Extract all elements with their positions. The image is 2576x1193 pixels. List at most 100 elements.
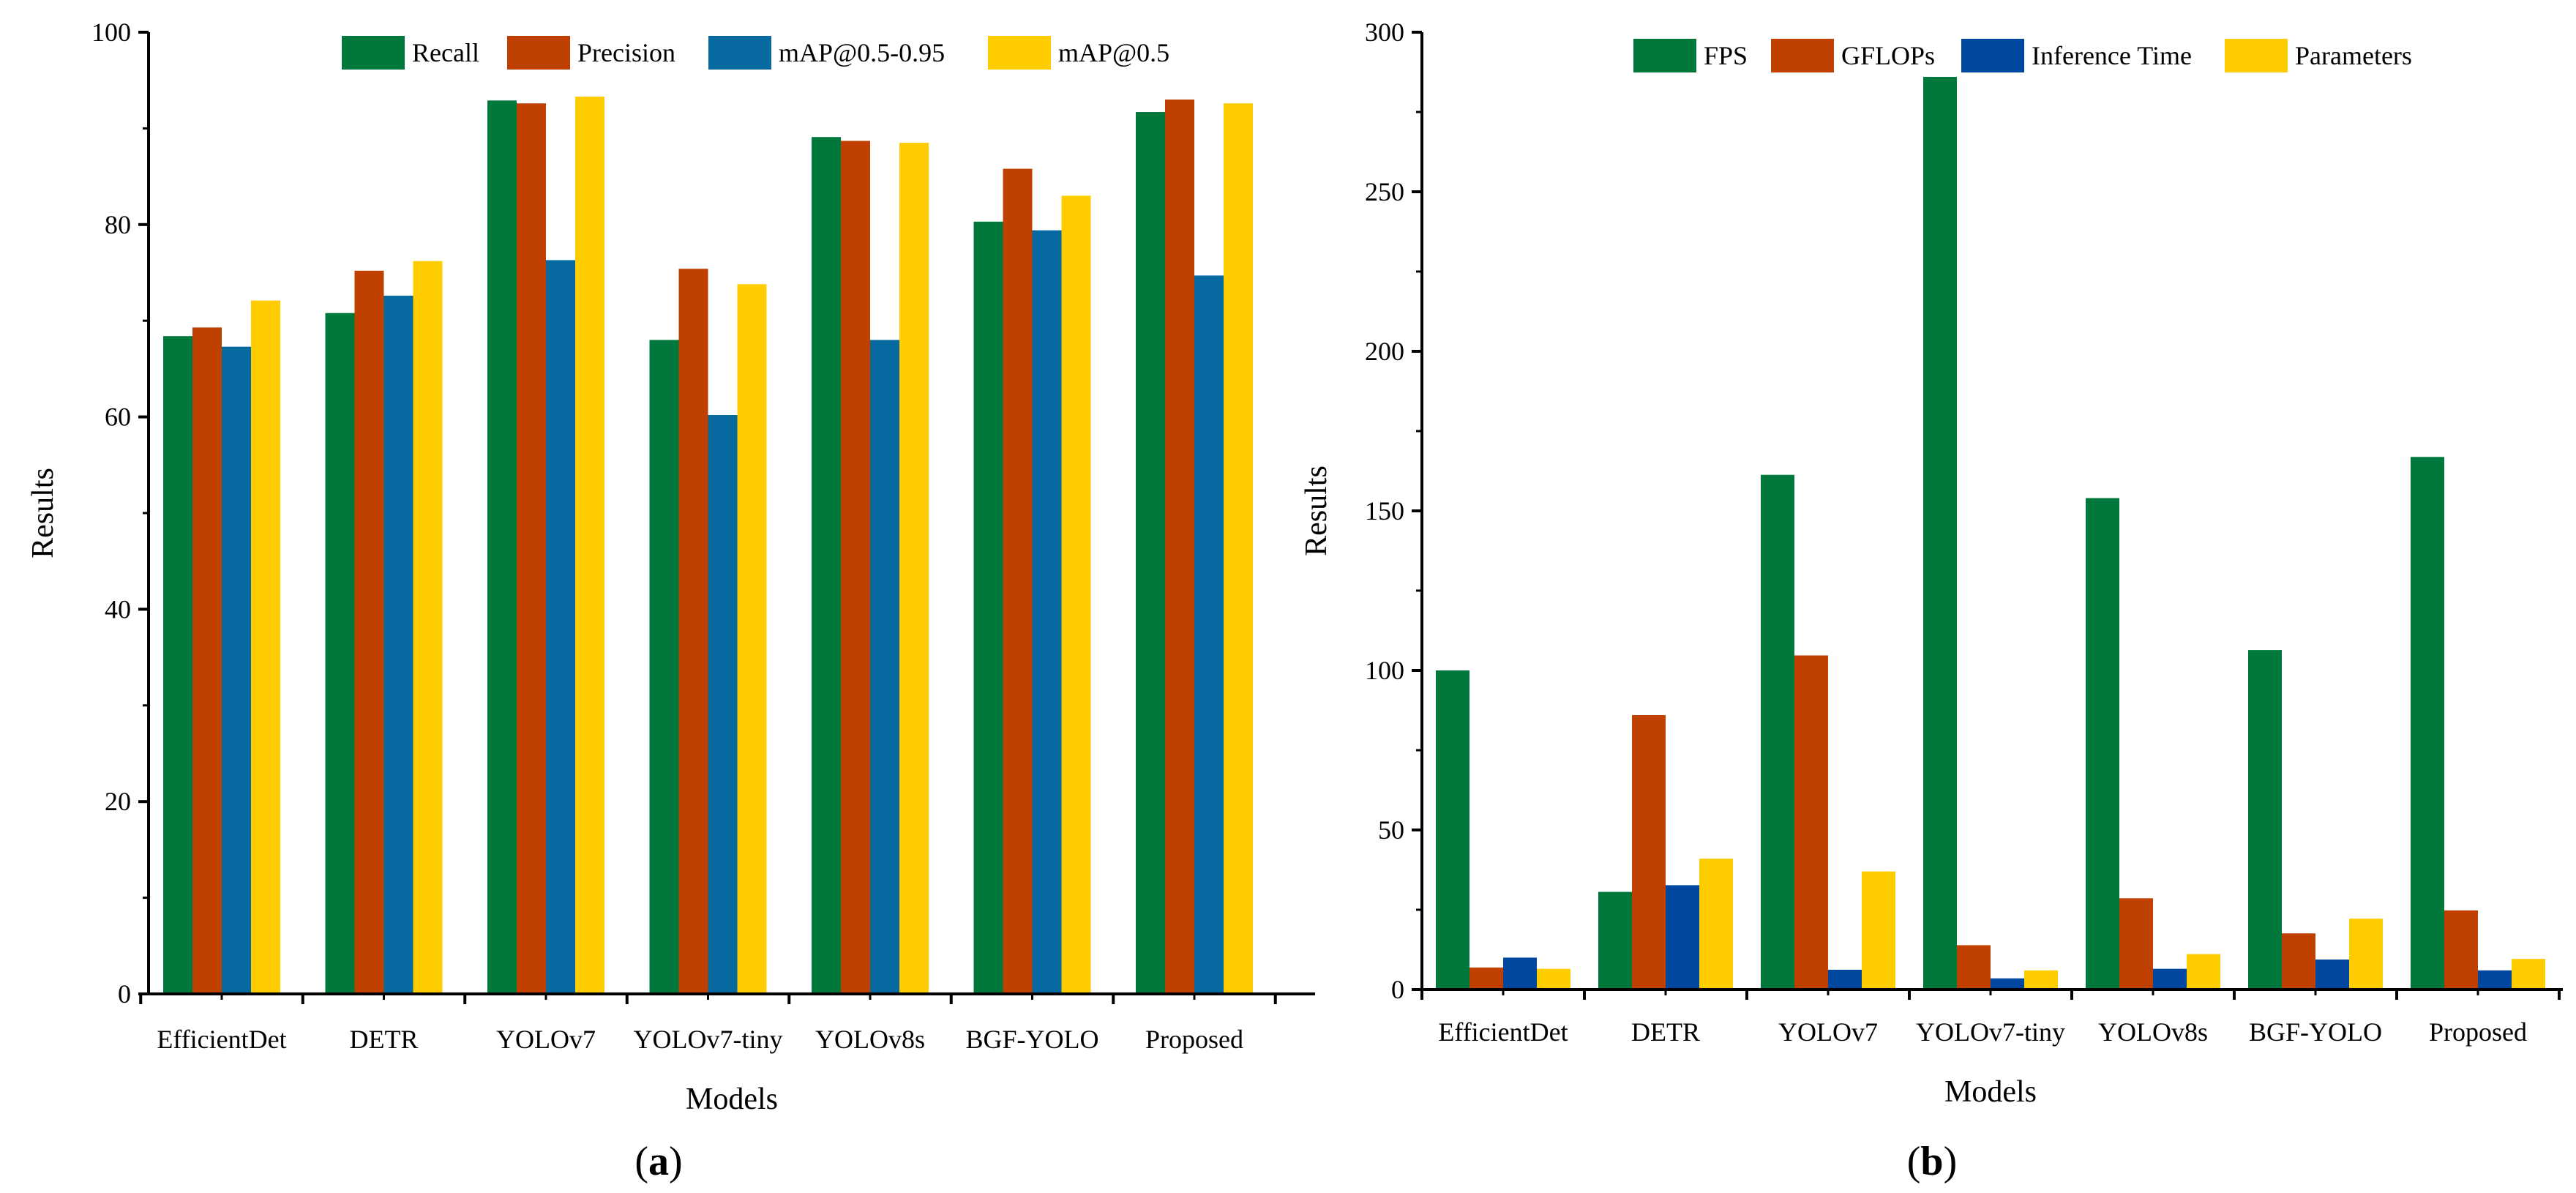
bar-b-1-3 [1699,859,1733,990]
panel-label-b: (b) [1907,1139,1957,1184]
bar-a-4-3 [899,143,929,995]
legend-label-b-0: FPS [1704,41,1748,70]
bar-b-2-1 [1794,655,1828,990]
bar-a-6-2 [1194,275,1224,994]
bar-b-3-2 [1991,978,2024,990]
x-tick-label-a-6: Proposed [1145,1025,1243,1054]
legend-label-a-1: Precision [577,38,675,67]
bar-a-5-1 [1003,168,1033,994]
y-tick-label-b-5: 250 [1365,177,1404,206]
legend-swatch-a-0 [342,36,405,70]
bar-b-4-3 [2187,954,2220,990]
bar-b-1-1 [1632,715,1666,990]
bar-a-2-2 [546,260,575,995]
y-tick-label-b-1: 50 [1378,815,1404,845]
bar-a-3-2 [708,414,738,994]
bar-b-2-3 [1862,871,1895,990]
legend-swatch-a-1 [507,36,570,70]
legend-a: Recall Precision mAP@0.5-0.95 mAP@0.5 [342,36,1169,70]
bar-b-4-2 [2153,968,2187,990]
x-ticks-a: EfficientDet DETR YOLOv7 YOLOv7-tiny YOLOv8s… [139,994,1277,1054]
bar-a-3-3 [737,284,767,994]
bar-b-0-1 [1469,967,1503,990]
legend-label-a-3: mAP@0.5 [1058,38,1169,67]
bar-b-3-0 [1923,77,1957,990]
legend-swatch-a-2 [708,36,771,70]
legend-label-a-2: mAP@0.5-0.95 [779,38,945,67]
bar-a-3-0 [649,340,679,995]
panel-label-a: (a) [634,1139,682,1184]
bar-b-6-3 [2512,959,2545,990]
x-tick-label-a-1: DETR [350,1025,419,1054]
bar-a-4-2 [870,340,899,995]
bars-a [163,97,1253,995]
bar-b-4-0 [2086,498,2119,990]
y-ticks-a: 0 20 40 60 80 100 [91,18,149,1009]
legend-label-b-1: GFLOPs [1841,41,1935,70]
legend-swatch-a-3 [988,36,1051,70]
y-tick-label-a-1: 20 [105,787,131,816]
y-tick-label-b-3: 150 [1365,496,1404,526]
chart-panel-a: 0 20 40 60 80 100 EfficientDet DETR YOLOv7 YOLOv… [26,18,1315,1184]
bar-a-1-1 [354,270,384,994]
x-tick-label-b-6: Proposed [2429,1017,2527,1047]
bar-a-5-0 [973,221,1003,994]
y-axis-title-a: Results [26,468,60,558]
y-tick-label-a-3: 60 [105,403,131,432]
legend-label-b-3: Parameters [2295,41,2412,70]
bar-a-2-3 [575,97,604,995]
bar-b-3-3 [2024,970,2058,990]
bar-a-1-3 [413,261,443,994]
bar-a-5-3 [1061,195,1091,994]
bar-b-5-2 [2315,960,2349,990]
x-tick-label-b-5: BGF-YOLO [2249,1017,2382,1047]
bar-b-1-2 [1666,885,1699,990]
bar-a-0-2 [222,346,251,995]
bars-b [1436,77,2545,990]
bar-a-0-1 [192,327,222,994]
chart-panel-b: 0 50 100 150 200 250 300 EfficientDet DETR YOLOv… [1300,18,2563,1184]
bar-a-2-0 [487,100,517,995]
x-tick-label-b-0: EfficientDet [1438,1017,1568,1047]
bar-b-2-0 [1761,474,1794,990]
y-tick-label-b-6: 300 [1365,18,1404,47]
x-tick-label-b-3: YOLOv7-tiny [1916,1017,2065,1047]
x-axis-title-a: Models [686,1082,778,1116]
bar-a-6-0 [1136,112,1165,994]
bar-a-4-0 [812,137,841,995]
x-tick-label-b-4: YOLOv8s [2098,1017,2208,1047]
bar-b-0-0 [1436,670,1469,990]
bar-a-5-2 [1032,230,1062,995]
x-tick-label-a-4: YOLOv8s [815,1025,925,1054]
y-tick-label-b-0: 0 [1391,975,1404,1004]
y-tick-label-b-2: 100 [1365,656,1404,685]
bar-a-0-3 [251,300,280,995]
x-tick-label-a-5: BGF-YOLO [965,1025,1098,1054]
y-ticks-b: 0 50 100 150 200 250 300 [1365,18,1422,1004]
legend-label-a-0: Recall [412,38,479,67]
x-tick-label-b-1: DETR [1631,1017,1700,1047]
y-tick-label-a-2: 40 [105,594,131,624]
x-axis-title-b: Models [1944,1075,2037,1109]
bar-a-2-1 [517,103,546,995]
bar-b-6-1 [2444,910,2478,990]
y-tick-label-a-0: 0 [118,979,131,1009]
legend-swatch-b-1 [1771,39,1834,72]
bar-a-1-0 [325,313,355,994]
x-tick-label-a-2: YOLOv7 [496,1025,596,1054]
y-tick-label-b-4: 200 [1365,337,1404,366]
bar-b-5-0 [2248,650,2282,990]
bar-b-6-2 [2478,970,2512,990]
bar-a-0-0 [163,336,192,994]
legend-swatch-b-2 [1961,39,2024,72]
bar-b-2-2 [1828,969,1862,990]
y-tick-label-a-5: 100 [91,18,131,47]
bar-b-5-3 [2349,919,2383,990]
x-tick-label-b-2: YOLOv7 [1778,1017,1878,1047]
bar-b-0-3 [1537,968,1570,990]
bar-b-3-1 [1957,945,1991,990]
bar-b-6-0 [2411,457,2444,990]
x-ticks-b: EfficientDet DETR YOLOv7 YOLOv7-tiny YOLOv8s… [1420,990,2561,1047]
